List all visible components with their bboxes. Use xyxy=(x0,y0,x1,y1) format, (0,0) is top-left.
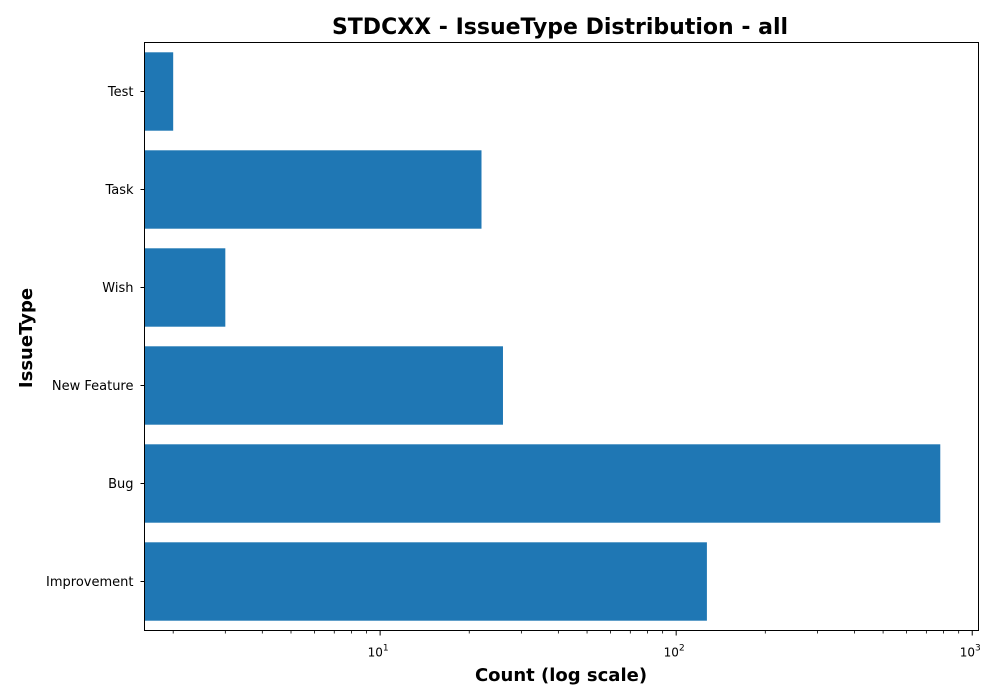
x-tick-label: 102 xyxy=(664,644,685,660)
x-tick-label: 101 xyxy=(368,644,389,660)
bars-group xyxy=(144,52,941,621)
x-tick-label: 103 xyxy=(960,644,981,660)
bar-test xyxy=(144,52,174,131)
y-ticks-group: Improvement Bug New Feature Wish Task Test xyxy=(46,85,145,590)
bar-new-feature xyxy=(144,346,503,425)
bar-task xyxy=(144,150,482,229)
x-ticks-group: 101 102 103 xyxy=(172,630,981,660)
y-tick-label: Wish xyxy=(102,281,133,296)
chart-title: STDCXX - IssueType Distribution - all xyxy=(332,15,788,40)
y-axis-label: IssueType xyxy=(16,288,37,388)
y-tick-label: New Feature xyxy=(52,379,134,394)
y-tick-label: Test xyxy=(107,85,134,100)
bar-wish xyxy=(144,248,226,327)
y-tick-label: Task xyxy=(104,183,134,198)
x-axis-label: Count (log scale) xyxy=(475,665,647,686)
y-tick-label: Improvement xyxy=(46,575,133,590)
plot-frame xyxy=(144,42,979,631)
y-tick-label: Bug xyxy=(108,477,133,492)
bar-improvement xyxy=(144,542,707,621)
bar-bug xyxy=(144,444,941,523)
